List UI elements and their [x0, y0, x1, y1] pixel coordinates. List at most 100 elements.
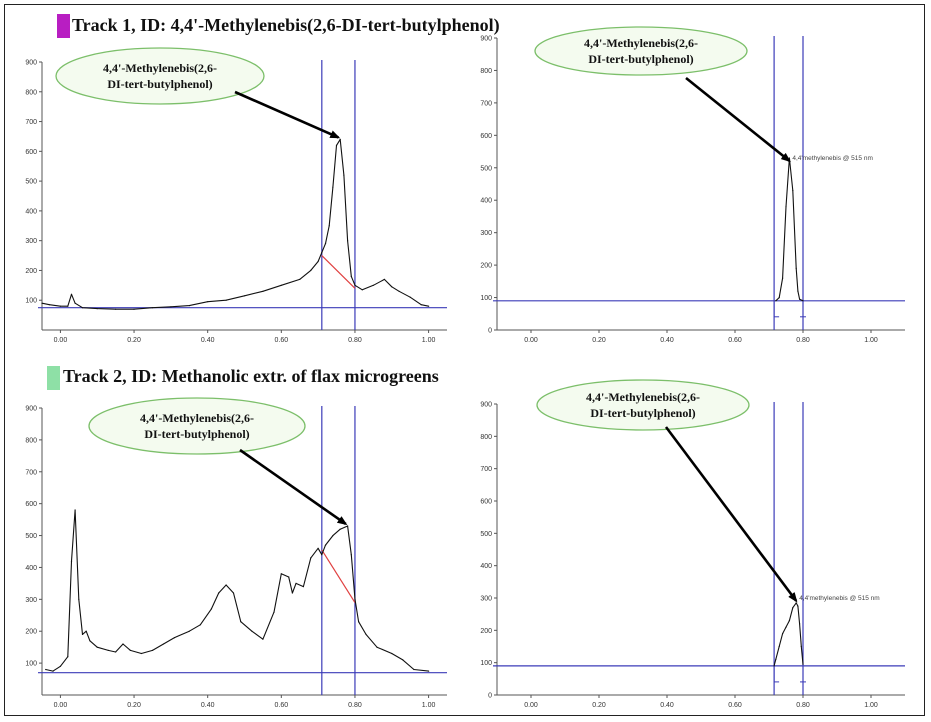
track-1-densitogram-data-point: [115, 308, 117, 310]
track-2-peak-y-tick-label: 700: [480, 466, 492, 473]
track-1-densitogram-x-tick-label: 0.20: [127, 337, 141, 344]
track-2-densitogram-data-point: [173, 637, 176, 639]
track-2-peak-data-point: [800, 645, 802, 648]
track-2-peak-y-tick-label: 100: [480, 660, 492, 667]
track-2-peak-data-point: [785, 626, 787, 628]
track-2-densitogram-data-point: [140, 652, 142, 655]
track-1-densitogram-callout-text: 4,4'-Methylenebis(2,6-: [103, 61, 217, 75]
track-2-peak-y-tick-label: 900: [480, 402, 492, 409]
track-1-peak-callout-text: 4,4'-Methylenebis(2,6-: [584, 36, 698, 50]
track-2-densitogram-y-tick-label: 600: [25, 501, 37, 508]
track-2-densitogram-data-point: [413, 668, 415, 671]
track-1-densitogram-data-point: [428, 305, 430, 307]
track-1-peak-x-tick-label: 0.40: [660, 337, 674, 344]
track-2-densitogram-x-tick-label: 0.40: [201, 702, 215, 709]
track-2-densitogram-data-point: [324, 544, 327, 546]
track-1-peak-data-point: [802, 300, 804, 302]
track-2-densitogram-data-point: [310, 557, 312, 559]
track-2-densitogram-data-point: [85, 630, 87, 632]
track-1-peak-data-point: [788, 157, 791, 159]
track-2-peak-peak-label: 4,4'methylenebis @ 515 nm: [799, 595, 879, 602]
track-1-peak-data-point: [778, 297, 780, 299]
track-1-peak-callout-arrow: [685, 76, 791, 163]
track-1-densitogram-data-point: [343, 174, 345, 176]
track-2-densitogram-y-tick-label: 800: [25, 437, 37, 444]
track-1-densitogram-data-point: [347, 240, 349, 242]
track-1-densitogram-data-point: [354, 284, 356, 286]
track-1-densitogram-peak-baseline-cut: [321, 255, 356, 289]
track-2-peak-data-point: [778, 645, 780, 648]
track-2-peak-y-tick-label: 600: [480, 499, 492, 506]
track-2-densitogram-x-tick-label: 0.00: [54, 702, 68, 709]
track-1-densitogram-data-point: [350, 275, 352, 277]
track-2-densitogram-data-point: [350, 554, 352, 556]
track-1-peak-data-point: [797, 290, 799, 292]
track-1-densitogram-data-point: [339, 138, 341, 140]
track-2-densitogram-data-point: [218, 592, 220, 594]
track-1-densitogram-data-point: [48, 304, 51, 306]
track-2-peak-x-tick-label: 0.20: [592, 702, 606, 709]
track-2-densitogram-data-point: [89, 640, 91, 642]
track-2-densitogram-y-tick-label: 400: [25, 565, 37, 572]
track-2-densitogram-data-point: [354, 598, 356, 600]
track-1-densitogram-data-point: [391, 286, 393, 288]
track-1-densitogram-data-point: [398, 290, 400, 292]
track-1-densitogram-x-tick-label: 0.00: [54, 337, 68, 344]
track-1-densitogram-data-point: [317, 260, 319, 263]
track-1-color-swatch: [57, 14, 70, 38]
figure-frame: [4, 4, 925, 716]
track-2-densitogram-callout-text: 4,4'-Methylenebis(2,6-: [140, 411, 254, 425]
track-1-peak-peak-label: 4,4'methylenebis @ 515 nm: [792, 155, 872, 162]
track-2-densitogram-y-tick-label: 100: [25, 661, 37, 668]
track-1-densitogram-data-point: [420, 304, 422, 306]
track-1-peak-y-tick-label: 700: [480, 100, 492, 107]
track-2-peak-x-tick-label: 0.00: [524, 702, 538, 709]
track-1-densitogram-data-point: [262, 290, 264, 292]
track-2-peak-y-tick-label: 200: [480, 628, 492, 635]
track-1-densitogram-data-point: [409, 296, 411, 298]
track-2-densitogram-data-point: [428, 670, 430, 672]
track-2-densitogram-y-tick-label: 900: [25, 406, 37, 413]
track-2-peak-callout-arrow: [664, 426, 798, 603]
track-1-peak-y-tick-label: 500: [480, 165, 492, 172]
track-1-peak-callout-bubble: [534, 26, 748, 76]
track-2-densitogram-data-point: [321, 554, 323, 556]
track-2-peak-data-point: [802, 663, 804, 665]
track-1-densitogram-data-point: [70, 293, 73, 295]
track-1-peak-y-tick-label: 900: [480, 36, 492, 43]
track-1-peak-y-tick-label: 800: [480, 68, 492, 75]
track-2-densitogram-x-tick-label: 1.00: [422, 702, 436, 709]
track-2-peak-data-point: [773, 665, 775, 667]
track-2-densitogram-data-point: [188, 630, 190, 632]
track-2-densitogram-x-tick-label: 0.80: [348, 702, 362, 709]
track-2-color-swatch: [47, 366, 60, 390]
track-1-densitogram-callout-arrow: [234, 90, 341, 139]
track-2-densitogram-data-point: [391, 652, 393, 655]
track-2-densitogram-data-point: [199, 624, 201, 626]
track-1-densitogram-data-point: [207, 301, 209, 303]
track-2-densitogram-data-point: [291, 592, 293, 594]
track-1-densitogram-y-tick-label: 500: [25, 179, 37, 186]
track-1-peak-x-tick-label: 0.60: [728, 337, 742, 344]
track-1-densitogram-data-point: [372, 284, 374, 286]
track-2-densitogram-data-point: [81, 633, 84, 636]
track-2-densitogram-y-tick-label: 500: [25, 533, 37, 540]
track-1-densitogram-data-point: [170, 306, 172, 308]
track-2-densitogram-data-point: [288, 576, 290, 578]
track-2-densitogram-series-line: [45, 509, 429, 672]
track-2-densitogram-peak-baseline-cut: [321, 549, 356, 603]
track-1-densitogram-x-tick-label: 1.00: [422, 337, 436, 344]
track-2-densitogram-data-point: [107, 649, 109, 652]
track-2-densitogram-data-point: [129, 649, 131, 652]
track-2-densitogram-y-tick-label: 300: [25, 597, 37, 604]
track-2-densitogram-data-point: [402, 659, 404, 661]
track-2-densitogram-data-point: [358, 621, 360, 623]
track-2-peak-y-tick-label: 400: [480, 563, 492, 570]
track-1-peak-data-point: [785, 206, 787, 208]
track-2-densitogram-data-point: [45, 668, 47, 671]
track-2-densitogram-data-point: [162, 643, 165, 645]
track-1-densitogram-data-point: [133, 308, 135, 310]
track-2-densitogram-data-point: [262, 638, 264, 640]
track-2-densitogram-data-point: [365, 633, 367, 636]
track-1-densitogram-y-tick-label: 400: [25, 208, 37, 215]
